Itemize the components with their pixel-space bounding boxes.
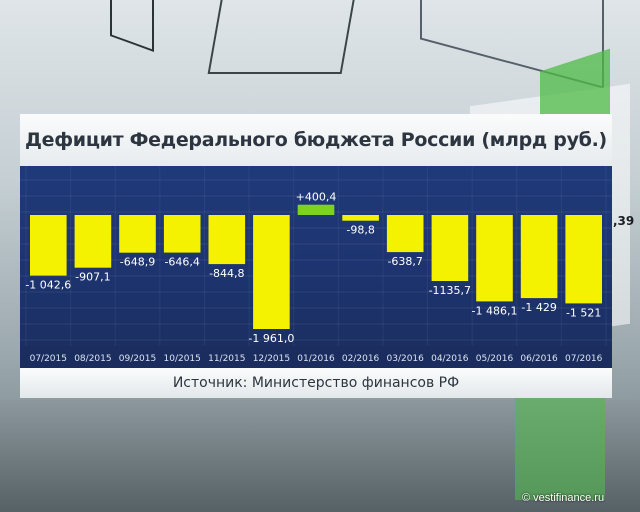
source-note: Источник: Министерство финансов РФ bbox=[172, 375, 460, 391]
bar-value-label: -1 961,0 bbox=[248, 332, 294, 345]
bar-08/2015 bbox=[74, 215, 112, 268]
bar-chart: -1 042,6 -907,1 -648,9 -646,4 -844,8 -1 961,0… bbox=[20, 166, 612, 346]
source-bar: Источник: Министерство финансов РФ bbox=[20, 368, 612, 398]
x-tick-label: 12/2015 bbox=[253, 354, 290, 364]
bar-value-label: -1 042,6 bbox=[25, 279, 71, 292]
bar-value-label: -1 429 bbox=[521, 301, 556, 314]
x-tick-label: 11/2015 bbox=[208, 354, 245, 364]
x-tick-label: 07/2016 bbox=[565, 354, 603, 364]
bar-03/2016 bbox=[386, 215, 424, 253]
x-tick-label: 04/2016 bbox=[431, 354, 469, 364]
bar-11/2015 bbox=[208, 215, 246, 265]
bar-value-label: -646,4 bbox=[164, 256, 199, 269]
bar-09/2015 bbox=[119, 215, 156, 253]
bar-01/2016 bbox=[297, 204, 335, 215]
bar-value-label: -648,9 bbox=[120, 256, 155, 269]
bar-07/2016 bbox=[565, 215, 602, 304]
x-tick-label: 06/2016 bbox=[520, 354, 558, 364]
bar-value-label: -638,7 bbox=[387, 255, 422, 268]
bar-12/2015 bbox=[253, 215, 290, 329]
bar-05/2016 bbox=[476, 215, 513, 302]
bar-07/2015 bbox=[30, 215, 67, 276]
bar-value-label: -1 521 bbox=[566, 306, 601, 319]
background-frame bbox=[110, 0, 154, 53]
bar-value-label: -907,1 bbox=[75, 271, 110, 284]
bar-02/2016 bbox=[342, 215, 379, 221]
bar-value-label: -1 486,1 bbox=[472, 304, 518, 317]
x-tick-label: 02/2016 bbox=[342, 354, 380, 364]
x-tick-label: 05/2016 bbox=[476, 354, 514, 364]
bar-06/2016 bbox=[520, 215, 558, 299]
x-tick-label: 03/2016 bbox=[387, 354, 425, 364]
chart-board: Дефицит Федерального бюджета России (млр… bbox=[20, 114, 612, 398]
x-axis: 07/2015 08/2015 09/2015 10/2015 11/2015 12/20… bbox=[20, 346, 612, 368]
chart-title: Дефицит Федерального бюджета России (млр… bbox=[25, 129, 607, 151]
x-tick-label: 08/2015 bbox=[74, 354, 111, 364]
partial-value-fragment: ,39 bbox=[613, 214, 635, 228]
x-tick-label: 09/2015 bbox=[119, 354, 156, 364]
bar-value-label: -98,8 bbox=[346, 224, 374, 237]
x-axis-labels: 07/2015 08/2015 09/2015 10/2015 11/2015 12/20… bbox=[30, 354, 603, 364]
x-tick-label: 07/2015 bbox=[30, 354, 67, 364]
watermark: © vestifinance.ru bbox=[522, 492, 605, 504]
bar-10/2015 bbox=[163, 215, 201, 253]
bar-04/2016 bbox=[431, 215, 469, 281]
background-frame bbox=[207, 0, 357, 74]
title-bar: Дефицит Федерального бюджета России (млр… bbox=[20, 114, 612, 166]
x-tick-label: 10/2015 bbox=[164, 354, 201, 364]
bar-value-label: -1135,7 bbox=[429, 284, 471, 297]
bar-value-label: -844,8 bbox=[209, 267, 244, 280]
bar-value-label: +400,4 bbox=[296, 191, 337, 204]
background-green-block bbox=[515, 390, 605, 500]
x-tick-label: 01/2016 bbox=[297, 354, 335, 364]
chart-plot-area: -1 042,6 -907,1 -648,9 -646,4 -844,8 -1 961,0… bbox=[20, 166, 612, 346]
